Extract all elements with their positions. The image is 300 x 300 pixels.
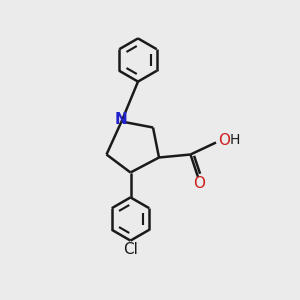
Text: H: H [230, 134, 240, 147]
Text: O: O [194, 176, 206, 191]
Text: O: O [218, 133, 230, 148]
Text: Cl: Cl [123, 242, 138, 256]
Text: N: N [115, 112, 128, 128]
